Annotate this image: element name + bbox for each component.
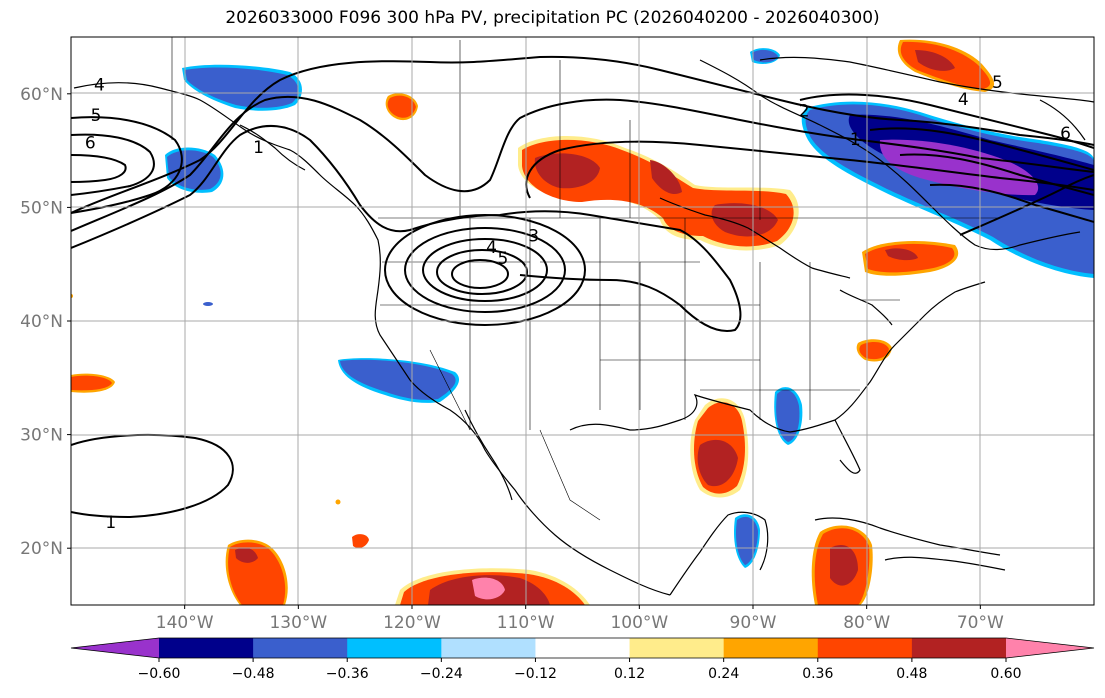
precip-area	[650, 160, 682, 195]
pv-contour-label: 5	[992, 73, 1003, 93]
colorbar-label: −0.48	[232, 666, 275, 682]
latitude-labels: 60°N 50°N 40°N 30°N 20°N	[20, 85, 71, 559]
precip-area	[711, 203, 778, 237]
precip-area	[735, 516, 758, 565]
pv-contour-label: 4	[486, 238, 497, 258]
colorbar-label: 0.24	[708, 666, 739, 682]
colorbar-extend-low	[71, 638, 159, 658]
precipitation-shading	[71, 39, 1094, 605]
lon-label: 120°W	[383, 613, 441, 633]
colorbar-label: −0.24	[420, 666, 463, 682]
pv-contour-label: 4	[958, 90, 969, 110]
precip-area	[352, 534, 369, 548]
pv-contour-label: 3	[528, 226, 539, 246]
lon-label: 110°W	[497, 613, 555, 633]
precip-area	[534, 153, 600, 189]
colorbar: −0.60 −0.48 −0.36 −0.24 −0.12 0.12 0.24 0.36 0.4…	[70, 637, 1095, 682]
precip-area	[235, 547, 258, 563]
colorbar-label: 0.48	[896, 666, 927, 682]
pv-contour-label: 1	[253, 138, 264, 158]
lat-label: 30°N	[20, 426, 63, 446]
lon-label: 80°W	[843, 613, 890, 633]
lon-label: 130°W	[269, 613, 327, 633]
precip-area	[697, 439, 738, 487]
lon-label: 140°W	[156, 613, 214, 633]
lon-label: 90°W	[730, 613, 777, 633]
precip-area	[340, 359, 456, 400]
precip-area	[776, 389, 800, 442]
colorbar-swatch	[911, 638, 1007, 658]
political-borders	[171, 37, 1000, 521]
pv-contours	[71, 55, 1094, 519]
precip-area	[830, 544, 858, 586]
precip-area	[915, 50, 955, 71]
pv-contour-label: 1	[105, 513, 116, 533]
precip-area	[879, 139, 1039, 196]
lon-label: 70°W	[957, 613, 1004, 633]
pv-contour-label: 4	[94, 75, 105, 95]
colorbar-label: 0.60	[990, 666, 1021, 682]
colorbar-swatch	[723, 638, 819, 658]
lat-label: 20°N	[20, 539, 63, 559]
precip-area	[203, 302, 213, 306]
colorbar-swatch	[253, 638, 348, 658]
precip-area	[472, 577, 505, 600]
pv-contour-label: 6	[85, 133, 96, 153]
map-title: 2026033000 F096 300 hPa PV, precipitatio…	[225, 8, 880, 28]
lat-label: 60°N	[20, 85, 63, 105]
pv-contour-label: 2	[799, 102, 810, 122]
graticule	[71, 37, 1094, 605]
lat-label: 50°N	[20, 198, 63, 218]
pv-contour-label: 5	[498, 249, 509, 269]
colorbar-label: −0.36	[326, 666, 369, 682]
precip-area	[185, 67, 299, 108]
colorbar-label: 0.12	[614, 666, 645, 682]
precip-area	[387, 95, 416, 118]
precip-area	[885, 248, 918, 261]
pv-contour-label: 1	[850, 130, 861, 150]
colorbar-label: −0.60	[138, 666, 181, 682]
precip-area	[71, 375, 112, 391]
pv-contour-label: 5	[91, 106, 102, 126]
colorbar-swatch	[817, 638, 913, 658]
colorbar-swatch	[159, 638, 254, 658]
colorbar-extend-high	[1006, 638, 1094, 658]
lat-label: 40°N	[20, 312, 63, 332]
colorbar-label: −0.12	[514, 666, 557, 682]
colorbar-swatch	[347, 638, 442, 658]
colorbar-label: 0.36	[802, 666, 833, 682]
colorbar-swatch	[535, 638, 631, 658]
lon-label: 100°W	[610, 613, 668, 633]
precip-area	[335, 499, 341, 505]
precip-area	[752, 49, 778, 63]
longitude-labels: 140°W 130°W 120°W 110°W 100°W 90°W 80°W 70°W	[156, 605, 1004, 633]
colorbar-swatch	[629, 638, 725, 658]
colorbar-swatch	[441, 638, 536, 658]
pv-contour-label: 6	[1060, 124, 1071, 144]
